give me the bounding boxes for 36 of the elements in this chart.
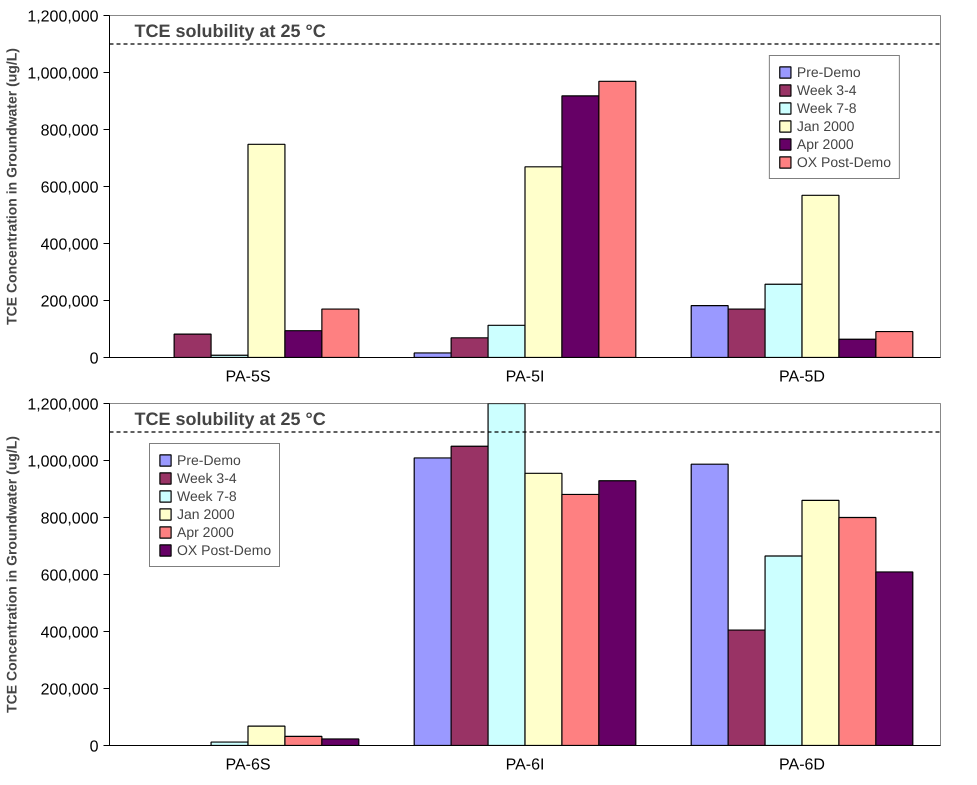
- x-tick-label: PA-6D: [779, 756, 825, 774]
- y-axis-title: TCE Concentration in Groundwater (ug/L): [3, 436, 20, 713]
- legend-label: OX Post-Demo: [796, 154, 891, 170]
- y-tick-label: 0: [90, 350, 99, 368]
- legend-label: Week 7-8: [177, 488, 237, 504]
- ref-line-label: TCE solubility at 25 °C: [134, 409, 326, 429]
- y-tick-label: 800,000: [40, 122, 99, 140]
- legend-label: Week 3-4: [177, 470, 237, 486]
- y-tick-label: 400,000: [40, 236, 99, 254]
- x-tick-label: PA-6I: [506, 756, 544, 774]
- y-tick-label: 200,000: [40, 682, 99, 698]
- x-tick-label: PA-5I: [506, 368, 544, 386]
- legend-label: OX Post-Demo: [177, 542, 272, 558]
- y-tick-label: 600,000: [40, 180, 99, 196]
- y-tick-label: 1,000,000: [27, 66, 99, 82]
- legend-label: Jan 2000: [796, 118, 854, 134]
- x-tick-label: PA-5D: [779, 368, 825, 386]
- y-tick-label: 600,000: [40, 568, 99, 584]
- x-tick-label: PA-6S: [225, 756, 271, 774]
- ref-line-label: TCE solubility at 25 °C: [134, 21, 326, 41]
- legend-label: Pre-Demo: [796, 64, 861, 80]
- legend-label: Apr 2000: [796, 136, 854, 152]
- y-tick-label: 1,200,000: [27, 396, 99, 414]
- x-tick-label: PA-5S: [225, 368, 271, 386]
- legend-label: Pre-Demo: [177, 452, 241, 468]
- legend-label: Week 3-4: [796, 82, 857, 98]
- legend-label: Jan 2000: [177, 506, 235, 522]
- legend-label: Apr 2000: [177, 524, 234, 540]
- y-axis-title: TCE Concentration in Groundwater (ug/L): [3, 48, 20, 325]
- y-tick-label: 0: [90, 738, 99, 756]
- y-tick-label: 1,000,000: [27, 454, 99, 470]
- y-tick-label: 1,200,000: [27, 8, 99, 26]
- y-tick-label: 200,000: [40, 294, 99, 310]
- y-tick-label: 400,000: [40, 624, 99, 642]
- legend-label: Week 7-8: [796, 100, 857, 116]
- y-tick-label: 800,000: [40, 510, 99, 528]
